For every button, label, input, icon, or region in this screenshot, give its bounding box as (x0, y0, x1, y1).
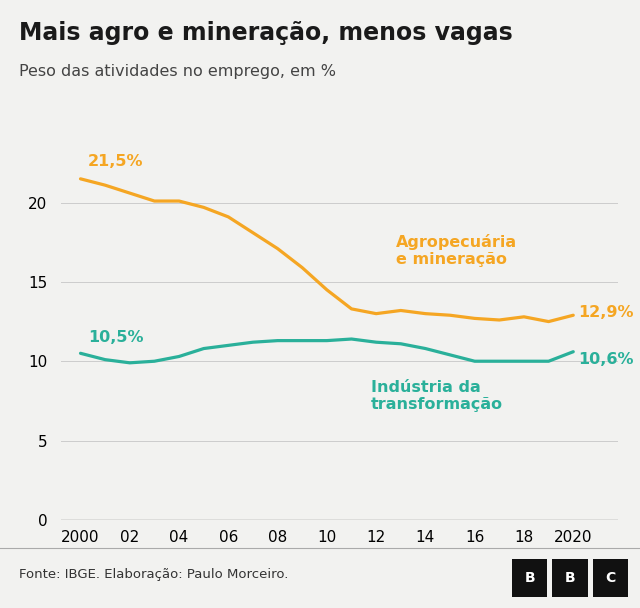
Text: Indústria da
transformação: Indústria da transformação (371, 380, 503, 412)
Text: Mais agro e mineração, menos vagas: Mais agro e mineração, menos vagas (19, 21, 513, 45)
Text: Agropecuária
e mineração: Agropecuária e mineração (396, 233, 517, 267)
Text: 10,5%: 10,5% (88, 330, 143, 345)
Text: C: C (605, 571, 616, 586)
Text: 12,9%: 12,9% (578, 305, 634, 320)
Text: Peso das atividades no emprego, em %: Peso das atividades no emprego, em % (19, 64, 336, 79)
Text: 10,6%: 10,6% (578, 352, 634, 367)
Text: Fonte: IBGE. Elaboração: Paulo Morceiro.: Fonte: IBGE. Elaboração: Paulo Morceiro. (19, 568, 289, 581)
Text: 21,5%: 21,5% (88, 154, 143, 168)
Text: B: B (564, 571, 575, 586)
Text: B: B (524, 571, 535, 586)
